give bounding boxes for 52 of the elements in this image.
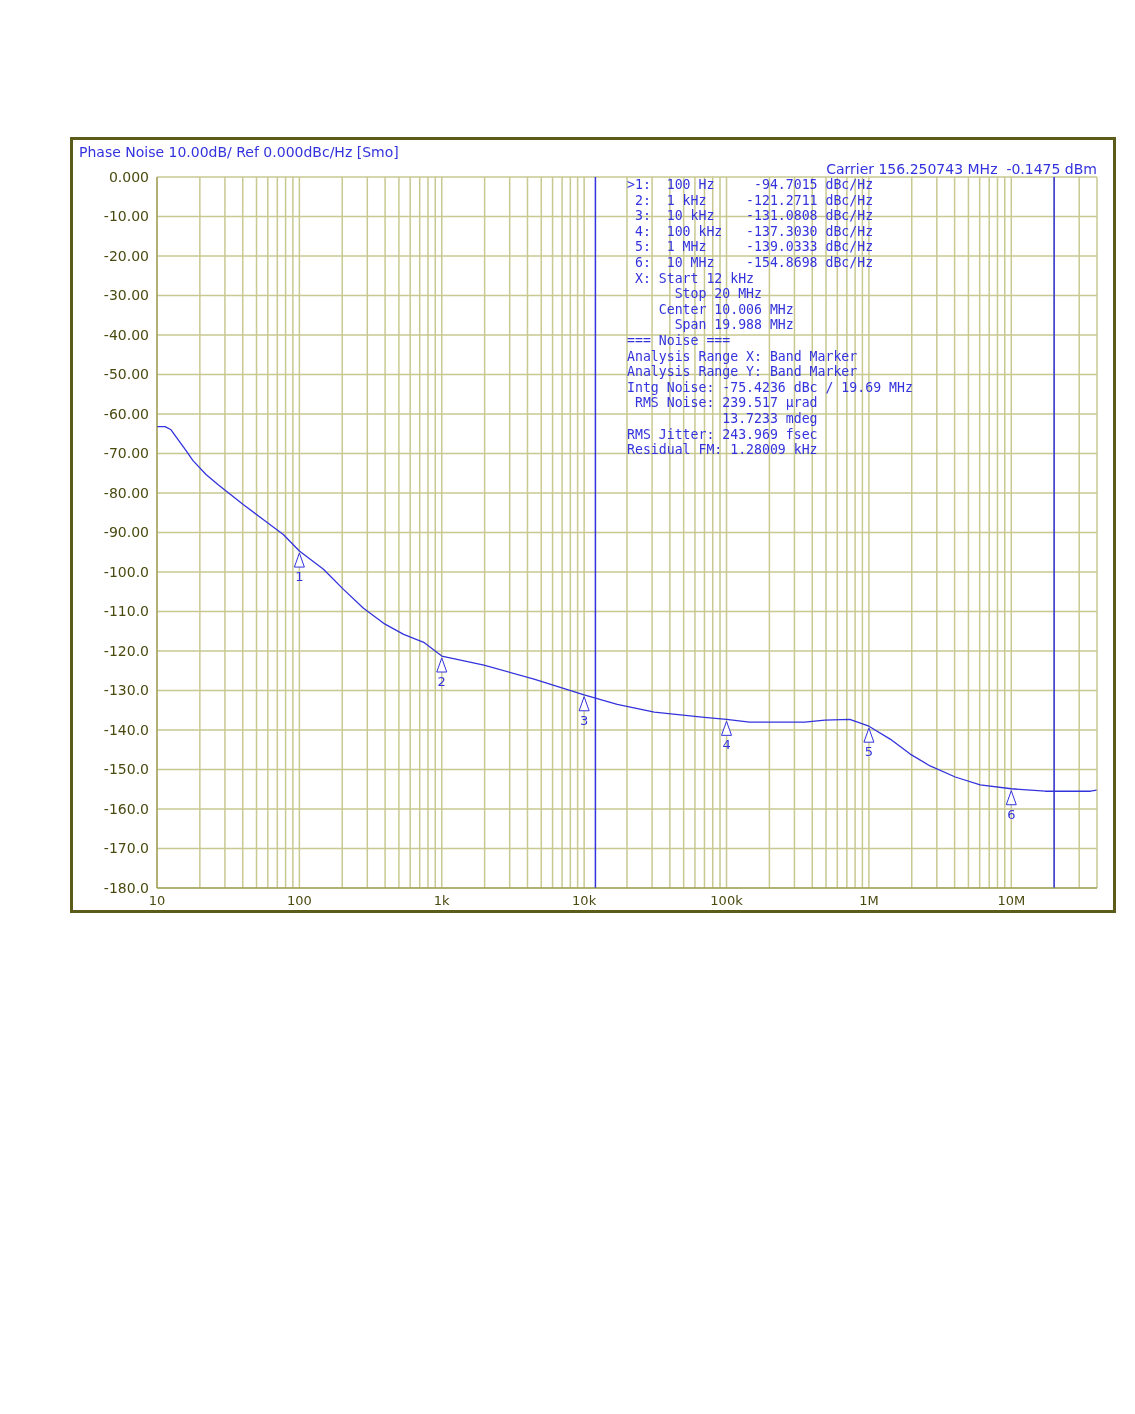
annotation: 2 bbox=[437, 674, 446, 690]
y-tick-label: -50.00 bbox=[103, 366, 149, 383]
y-tick-label: -100.0 bbox=[103, 563, 149, 580]
annotation: Span 19.988 MHz bbox=[673, 317, 795, 333]
y-tick-label: -150.0 bbox=[103, 761, 149, 778]
annotation: 2: 1 kHz -121.2711 dBc/Hz bbox=[633, 192, 875, 209]
y-tick-label: -40.00 bbox=[103, 326, 149, 343]
annotation: Analysis Range X: Band Marker bbox=[627, 348, 859, 365]
annotation: Analysis Range Y: Band Marker bbox=[627, 364, 859, 380]
annotation: 1 bbox=[295, 569, 304, 585]
x-tick-label: 10M bbox=[997, 893, 1026, 909]
y-tick-label: -140.0 bbox=[103, 721, 149, 738]
y-tick-label: -170.0 bbox=[103, 840, 149, 857]
y-tick-label: -120.0 bbox=[103, 642, 149, 659]
chart-subtitle: Carrier 156.250743 MHz -0.1475 dBm bbox=[826, 161, 1097, 177]
annotation: >1: 100 Hz -94.7015 dBc/Hz bbox=[627, 177, 875, 193]
annotation: RMS Jitter: 243.969 fsec bbox=[627, 426, 819, 443]
annotation: 3 bbox=[580, 712, 589, 728]
y-tick-label: -60.00 bbox=[103, 405, 149, 422]
y-tick-label: -160.0 bbox=[103, 800, 149, 817]
y-tick-label: -30.00 bbox=[103, 287, 149, 304]
annotation: 5: 1 MHz -139.0333 dBc/Hz bbox=[633, 239, 875, 255]
x-tick-label: 10 bbox=[148, 893, 166, 909]
y-tick-label: 0.000 bbox=[108, 168, 149, 185]
y-tick-label: -130.0 bbox=[103, 682, 149, 699]
x-tick-label: 1M bbox=[859, 893, 879, 909]
y-tick-label: -20.00 bbox=[103, 247, 149, 264]
y-tick-label: -10.00 bbox=[103, 208, 149, 225]
x-tick-label: 100k bbox=[710, 893, 744, 909]
x-tick-label: 10k bbox=[572, 893, 597, 909]
annotation: 4: 100 kHz -137.3030 dBc/Hz bbox=[633, 223, 875, 240]
annotation: X: Start 12 kHz bbox=[633, 270, 756, 287]
annotation: === Noise === bbox=[627, 332, 732, 349]
y-tick-label: -80.00 bbox=[103, 484, 149, 501]
annotation: Residual FM: 1.28009 kHz bbox=[627, 442, 819, 458]
annotation: 5 bbox=[864, 744, 874, 760]
annotation: RMS Noise: 239.517 µrad bbox=[633, 395, 819, 411]
chart-title: Phase Noise 10.00dB/ Ref 0.000dBc/Hz [Smo] bbox=[79, 144, 399, 160]
annotation: Stop 20 MHz bbox=[673, 286, 763, 302]
annotation: 6: 10 MHz -154.8698 dBc/Hz bbox=[633, 254, 875, 271]
x-tick-label: 100 bbox=[286, 893, 312, 909]
annotation: 6 bbox=[1007, 806, 1016, 822]
annotation: 13.7233 mdeg bbox=[721, 410, 819, 427]
y-tick-label: -70.00 bbox=[103, 445, 149, 462]
x-tick-label: 1k bbox=[433, 893, 451, 909]
annotation: Center 10.006 MHz bbox=[657, 301, 795, 318]
annotation: 4 bbox=[722, 737, 731, 753]
y-tick-label: -90.00 bbox=[103, 524, 149, 541]
y-tick-label: -110.0 bbox=[103, 603, 149, 620]
annotation: 3: 10 kHz -131.0808 dBc/Hz bbox=[633, 208, 875, 224]
y-tick-label: -180.0 bbox=[103, 879, 149, 896]
annotation: Intg Noise: -75.4236 dBc / 19.69 MHz bbox=[627, 379, 913, 396]
